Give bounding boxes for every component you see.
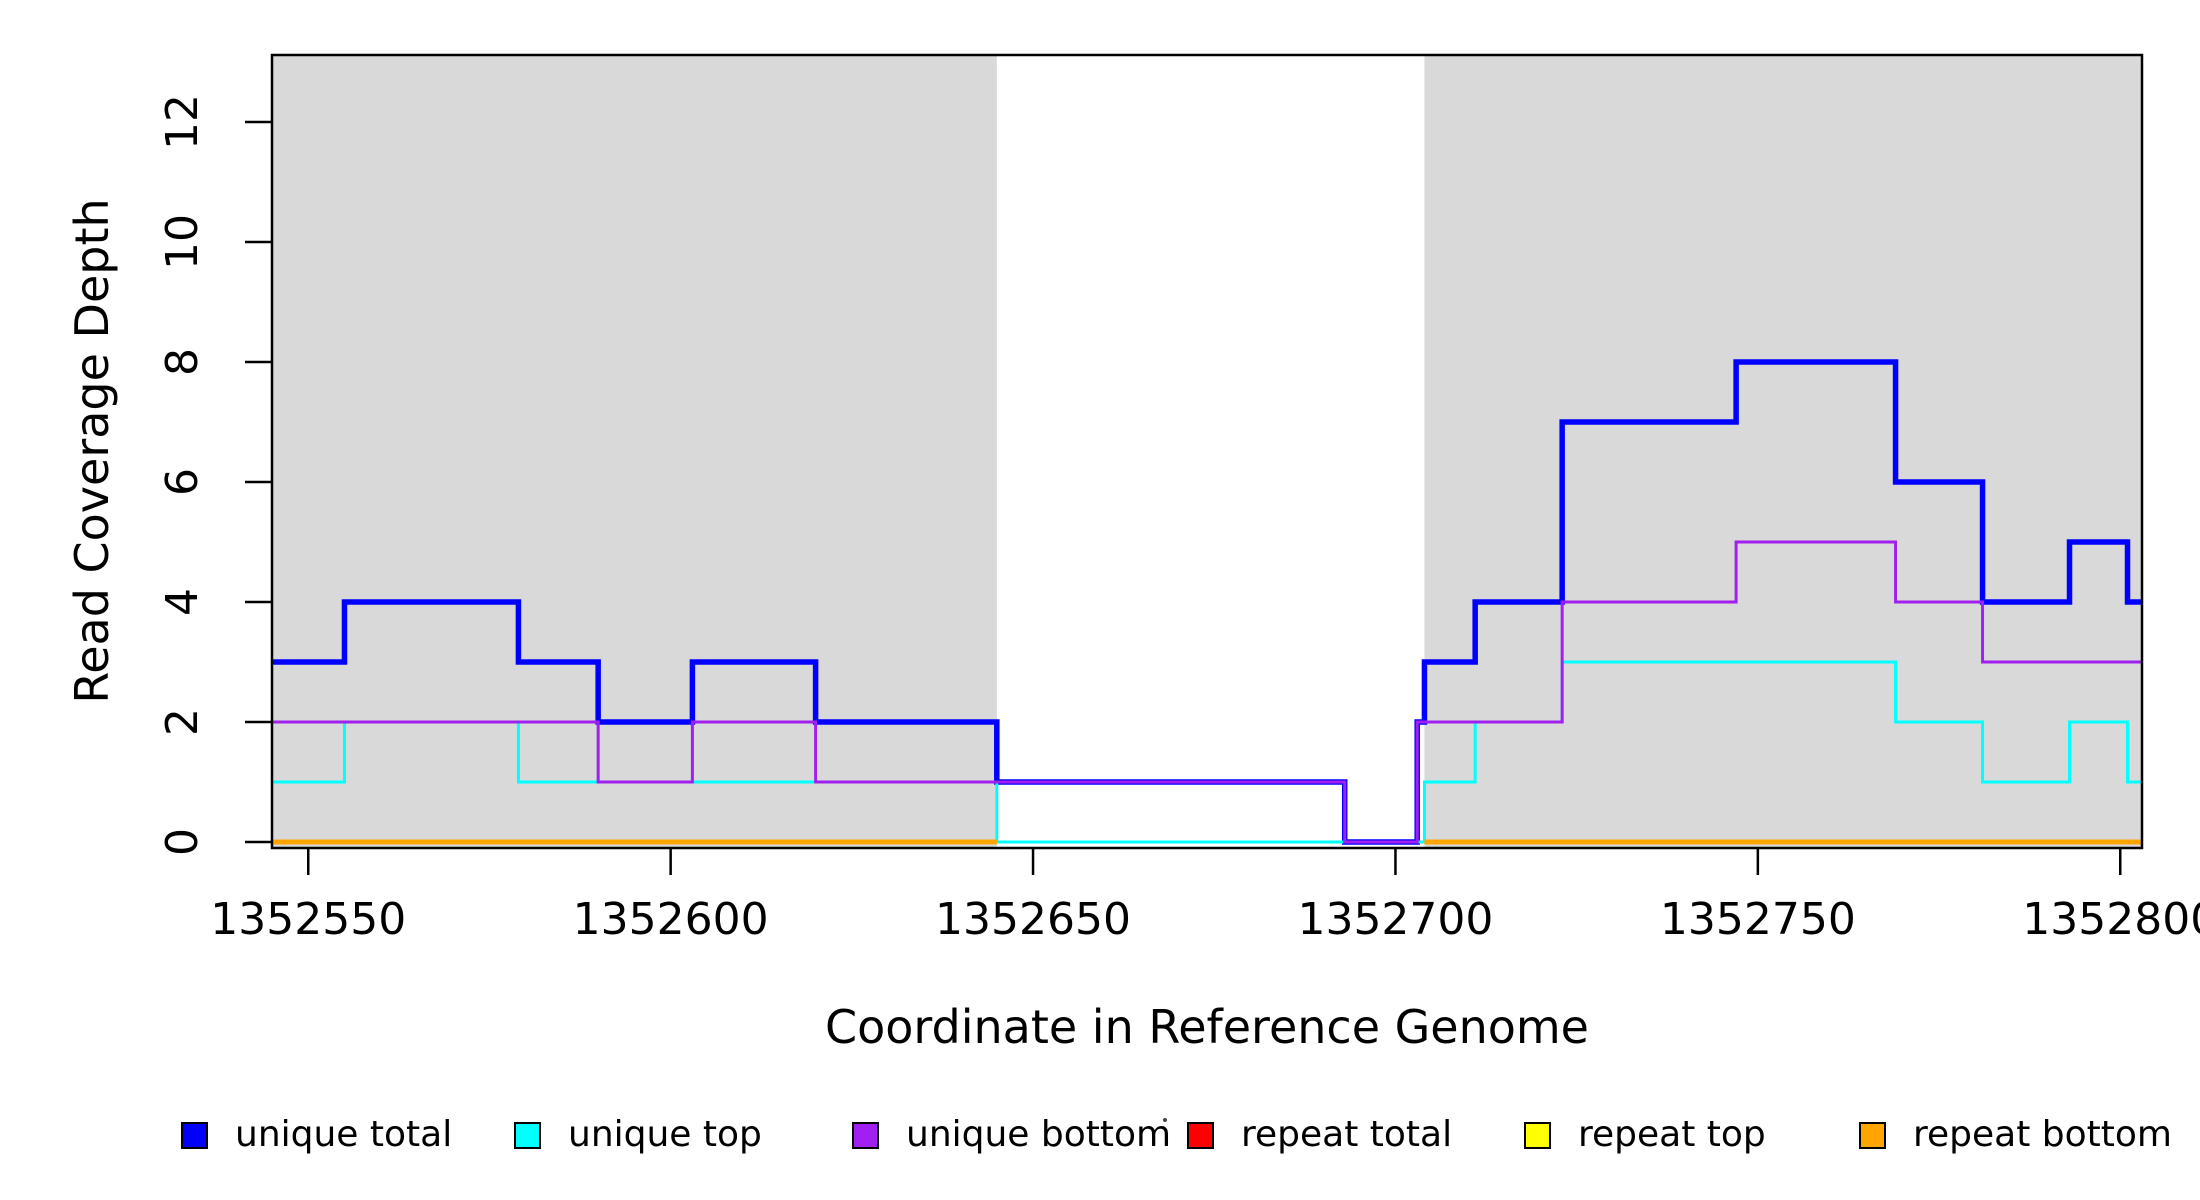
legend-label: unique bottom: [906, 1114, 1171, 1155]
y-axis-title: Read Coverage Depth: [65, 198, 119, 704]
y-axis-tick-label: 0: [157, 828, 208, 856]
x-axis-tick-label: 1352650: [935, 894, 1131, 945]
x-axis-tick-label: 1352800: [2022, 894, 2200, 945]
legend-label: unique top: [568, 1114, 762, 1155]
legend-label: unique total: [235, 1114, 452, 1155]
legend-label: repeat top: [1578, 1114, 1766, 1155]
plot-box: [270, 53, 2144, 850]
shaded-region: [1424, 55, 2142, 848]
legend-swatch-unique-bottom: [852, 1122, 879, 1149]
y-axis-tick-label: 8: [157, 348, 208, 376]
y-axis-tick-label: 6: [157, 468, 208, 496]
x-axis-tick-label: 1352550: [210, 894, 406, 945]
x-axis-tick-label: 1352600: [573, 894, 769, 945]
legend-swatch-unique-top: [514, 1122, 541, 1149]
x-axis-title: Coordinate in Reference Genome: [825, 1000, 1589, 1054]
legend-label: repeat total: [1241, 1114, 1452, 1155]
x-axis-tick-label: 1352750: [1660, 894, 1856, 945]
legend-swatch-repeat-bottom: [1859, 1122, 1886, 1149]
stray-dot-artifact: [1163, 1118, 1167, 1122]
legend-label: repeat bottom: [1913, 1114, 2172, 1155]
x-axis-tick-label: 1352700: [1297, 894, 1493, 945]
y-axis-tick-label: 12: [157, 94, 208, 150]
legend-swatch-repeat-total: [1187, 1122, 1214, 1149]
y-axis-tick-label: 4: [157, 588, 208, 616]
legend-swatch-unique-total: [181, 1122, 208, 1149]
y-axis-tick-label: 2: [157, 708, 208, 736]
series-line-unique-bottom: [272, 540, 2142, 844]
shaded-region: [272, 55, 997, 848]
legend-swatch-repeat-top: [1524, 1122, 1551, 1149]
y-axis-tick-label: 10: [157, 214, 208, 270]
